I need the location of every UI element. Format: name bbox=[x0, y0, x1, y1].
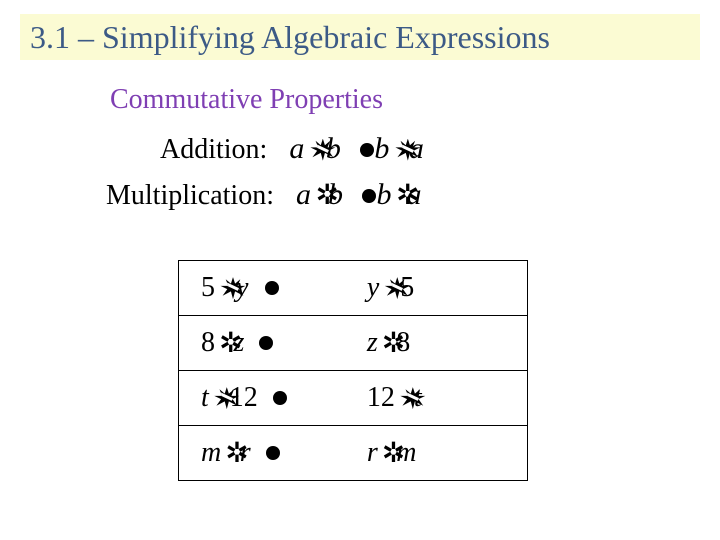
subtitle: Commutative Properties bbox=[110, 84, 383, 116]
equals-icon bbox=[360, 143, 374, 157]
slide-title: 3.1 – Simplifying Algebraic Expressions bbox=[20, 14, 700, 60]
cell-right: r ✲m bbox=[367, 437, 417, 468]
cell-left: t 12 bbox=[201, 382, 293, 413]
equals-icon bbox=[362, 189, 376, 203]
slide: 3.1 – Simplifying Algebraic Expressions … bbox=[0, 0, 720, 540]
addition-row: Addition: a b b a bbox=[160, 132, 424, 166]
addition-label: Addition: bbox=[160, 134, 267, 165]
cell-right: y 5 bbox=[367, 272, 414, 303]
title-text: 3.1 – Simplifying Algebraic Expressions bbox=[26, 14, 554, 60]
addition-expr: a b b a bbox=[289, 132, 424, 165]
equals-icon bbox=[265, 281, 279, 295]
examples-table: 5 y y 5 8 ✲z bbox=[178, 260, 528, 481]
subtitle-text: Commutative Properties bbox=[110, 84, 383, 115]
table-row: m ✲r r ✲m bbox=[179, 426, 528, 481]
table-row: t 12 12 t bbox=[179, 371, 528, 426]
cell-right: 12 t bbox=[367, 382, 422, 413]
equals-icon bbox=[259, 336, 273, 350]
table-row: 5 y y 5 bbox=[179, 261, 528, 316]
equals-icon bbox=[266, 446, 280, 460]
cell-left: 8 ✲z bbox=[201, 327, 279, 358]
cell-left: m ✲r bbox=[201, 437, 286, 468]
multiplication-label: Multiplication: bbox=[106, 180, 274, 211]
cell-right: z ✲8 bbox=[367, 327, 410, 358]
cell-left: 5 y bbox=[201, 272, 285, 303]
multiplication-expr: a ✲b b ✲a bbox=[296, 178, 421, 211]
table-row: 8 ✲z z ✲8 bbox=[179, 316, 528, 371]
equals-icon bbox=[273, 391, 287, 405]
multiplication-row: Multiplication: a ✲b b ✲a bbox=[106, 178, 421, 212]
